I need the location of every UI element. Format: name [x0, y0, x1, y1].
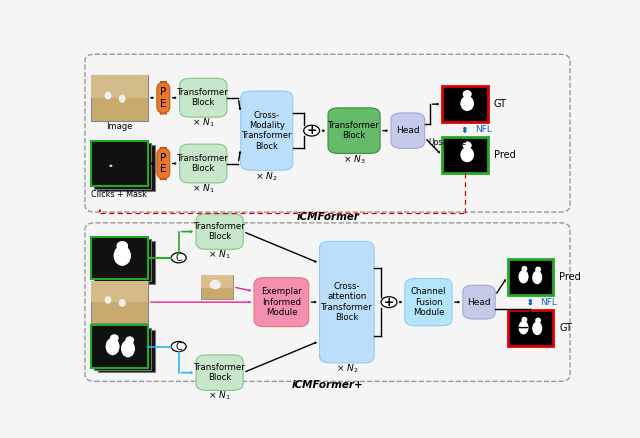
- FancyBboxPatch shape: [241, 91, 292, 170]
- Text: Transformer
Block: Transformer Block: [177, 88, 229, 107]
- Bar: [91, 75, 148, 98]
- Ellipse shape: [532, 271, 542, 284]
- Ellipse shape: [460, 147, 474, 162]
- Ellipse shape: [518, 321, 529, 335]
- FancyBboxPatch shape: [254, 278, 308, 327]
- Text: iCMFormer+: iCMFormer+: [292, 380, 364, 390]
- Text: Head: Head: [396, 126, 420, 135]
- Ellipse shape: [522, 317, 527, 322]
- Bar: [201, 275, 233, 288]
- FancyBboxPatch shape: [463, 285, 495, 319]
- Text: GT: GT: [493, 99, 507, 109]
- Ellipse shape: [210, 280, 221, 290]
- FancyBboxPatch shape: [405, 279, 452, 326]
- Ellipse shape: [106, 339, 119, 354]
- FancyBboxPatch shape: [157, 148, 170, 180]
- Text: P
E: P E: [160, 153, 166, 174]
- Ellipse shape: [522, 266, 527, 272]
- Bar: [91, 141, 148, 186]
- Text: iCMFormer: iCMFormer: [296, 212, 360, 222]
- Text: $\times$ $\it{N_1}$: $\times$ $\it{N_1}$: [192, 183, 214, 195]
- Text: $\times$ $\it{N_1}$: $\times$ $\it{N_1}$: [192, 117, 214, 130]
- Text: Pred: Pred: [559, 272, 581, 282]
- Ellipse shape: [115, 246, 131, 265]
- Bar: [98, 145, 155, 191]
- Bar: [98, 330, 155, 372]
- Text: Transformer
Block: Transformer Block: [194, 363, 246, 382]
- Text: $\times$ $\it{N_2}$: $\times$ $\it{N_2}$: [255, 170, 278, 183]
- Ellipse shape: [119, 299, 125, 307]
- Text: Transformer
Block: Transformer Block: [177, 154, 229, 173]
- FancyBboxPatch shape: [196, 355, 243, 390]
- Circle shape: [172, 342, 186, 352]
- Text: Cross-
Modality
Transformer
Block: Cross- Modality Transformer Block: [241, 110, 292, 151]
- Text: $\times$ $\it{N_1}$: $\times$ $\it{N_1}$: [208, 390, 231, 403]
- Text: Channel
Fusion
Module: Channel Fusion Module: [411, 287, 446, 317]
- Ellipse shape: [104, 296, 111, 304]
- Bar: [201, 275, 233, 299]
- Text: +: +: [384, 296, 394, 309]
- FancyBboxPatch shape: [180, 144, 227, 183]
- Text: Transformer
Block: Transformer Block: [328, 121, 380, 140]
- Text: P
E: P E: [160, 87, 166, 109]
- Bar: [442, 86, 488, 122]
- Text: C: C: [175, 342, 182, 352]
- Ellipse shape: [518, 270, 529, 283]
- Bar: [91, 75, 148, 120]
- Bar: [91, 325, 148, 367]
- Bar: [94, 143, 152, 189]
- Text: Clicks + Mask: Clicks + Mask: [92, 190, 147, 199]
- FancyBboxPatch shape: [157, 82, 170, 114]
- Circle shape: [109, 165, 113, 167]
- Bar: [94, 328, 152, 370]
- Circle shape: [172, 253, 186, 263]
- Text: GT: GT: [559, 323, 572, 332]
- Ellipse shape: [117, 242, 127, 250]
- Text: NFL: NFL: [540, 298, 557, 307]
- Ellipse shape: [126, 337, 133, 343]
- Ellipse shape: [460, 96, 474, 111]
- Bar: [91, 237, 148, 279]
- Circle shape: [304, 125, 319, 136]
- Text: Cross-
attention
Transformer
Block: Cross- attention Transformer Block: [321, 282, 372, 322]
- Text: $\times$ $\it{N_2}$: $\times$ $\it{N_2}$: [335, 362, 358, 375]
- FancyBboxPatch shape: [319, 241, 374, 363]
- FancyBboxPatch shape: [328, 108, 380, 153]
- Text: C: C: [175, 253, 182, 263]
- Text: Pred: Pred: [493, 150, 515, 160]
- Ellipse shape: [463, 90, 472, 98]
- Ellipse shape: [532, 321, 542, 335]
- Circle shape: [381, 297, 397, 307]
- Text: Upsample: Upsample: [429, 138, 467, 147]
- Text: $\times$ $\it{N_3}$: $\times$ $\it{N_3}$: [343, 153, 365, 166]
- FancyBboxPatch shape: [391, 113, 425, 148]
- Ellipse shape: [535, 318, 541, 323]
- Text: Head: Head: [467, 298, 491, 307]
- Bar: [508, 258, 553, 295]
- Bar: [98, 241, 155, 283]
- Bar: [91, 281, 148, 323]
- Text: NFL: NFL: [475, 125, 492, 134]
- FancyBboxPatch shape: [180, 78, 227, 117]
- Bar: [442, 138, 488, 173]
- Bar: [508, 310, 553, 346]
- Text: +: +: [307, 124, 317, 137]
- Ellipse shape: [119, 95, 125, 103]
- Ellipse shape: [122, 341, 134, 357]
- Bar: [94, 239, 152, 281]
- Ellipse shape: [104, 92, 111, 99]
- Ellipse shape: [111, 335, 118, 341]
- Ellipse shape: [535, 267, 541, 272]
- Ellipse shape: [463, 141, 472, 149]
- FancyBboxPatch shape: [196, 214, 243, 249]
- Bar: [91, 281, 148, 302]
- Text: Exemplar
Informed
Module: Exemplar Informed Module: [261, 287, 301, 317]
- Text: Transformer
Block: Transformer Block: [194, 222, 246, 241]
- Text: Image: Image: [106, 122, 132, 131]
- Text: $\times$ $\it{N_1}$: $\times$ $\it{N_1}$: [208, 249, 231, 261]
